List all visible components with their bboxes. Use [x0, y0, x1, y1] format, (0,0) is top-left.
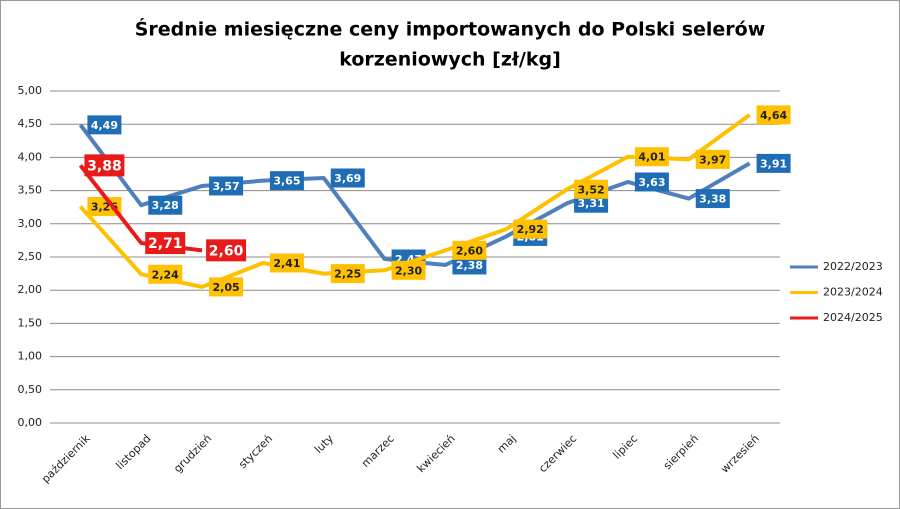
value-label-box	[330, 264, 365, 284]
chart-title: Średnie miesięczne ceny importowanych do…	[135, 17, 766, 41]
value-label-box	[209, 277, 244, 297]
y-tick-label: 5,00	[18, 84, 43, 97]
value-label: 3,69	[334, 172, 361, 185]
legend-label: 2023/2024	[823, 286, 883, 299]
value-label-box	[695, 149, 730, 169]
value-label-box	[513, 219, 548, 239]
value-label-box	[87, 115, 122, 135]
value-label-box	[634, 172, 669, 192]
legend-label: 2022/2023	[823, 260, 883, 273]
value-label-box	[756, 105, 791, 125]
value-label: 3,97	[699, 153, 726, 166]
value-label: 2,71	[148, 236, 183, 252]
y-tick-label: 1,50	[18, 316, 43, 329]
value-label: 3,63	[638, 176, 665, 189]
value-label-box	[209, 176, 244, 196]
value-label: 2,60	[209, 243, 244, 259]
value-label: 3,91	[760, 157, 787, 170]
value-label-box	[574, 179, 609, 199]
value-label-box	[330, 168, 365, 188]
value-label: 2,38	[456, 259, 483, 272]
value-label-box	[148, 195, 183, 215]
value-label: 2,30	[395, 264, 422, 277]
value-label: 2,41	[273, 257, 300, 270]
value-label: 4,49	[91, 119, 118, 132]
value-label: 3,88	[87, 158, 122, 174]
value-label-box	[269, 171, 304, 191]
value-label-box	[391, 260, 426, 280]
value-label-box	[87, 197, 122, 217]
value-label: 2,24	[152, 268, 179, 281]
value-label-box	[148, 264, 183, 284]
value-label: 3,31	[578, 197, 605, 210]
value-label: 3,38	[699, 193, 726, 206]
value-label-box	[756, 153, 791, 173]
y-tick-label: 0,50	[18, 383, 43, 396]
y-tick-label: 4,00	[18, 150, 43, 163]
value-label: 3,57	[213, 180, 240, 193]
value-label-box	[452, 255, 487, 275]
value-label: 4,64	[760, 109, 787, 122]
value-label-box	[634, 147, 669, 167]
y-tick-label: 2,00	[18, 283, 43, 296]
value-label: 3,65	[273, 175, 300, 188]
value-label: 2,92	[517, 223, 544, 236]
value-label: 2,25	[334, 268, 361, 281]
value-label-box	[695, 189, 730, 209]
chart-title: korzeniowych [zł/kg]	[339, 49, 561, 71]
y-tick-label: 3,50	[18, 184, 43, 197]
value-label: 2,60	[456, 244, 483, 257]
value-label: 3,28	[152, 199, 179, 212]
value-label: 4,01	[638, 151, 665, 164]
legend-label: 2024/2025	[823, 311, 883, 324]
value-label: 2,05	[213, 281, 240, 294]
value-label-box	[452, 240, 487, 260]
value-label-box	[84, 154, 125, 177]
y-tick-label: 4,50	[18, 117, 43, 130]
y-tick-label: 3,00	[18, 217, 43, 230]
y-tick-label: 1,00	[18, 350, 43, 363]
value-label-box	[206, 239, 247, 262]
value-label: 3,52	[578, 183, 605, 196]
y-tick-label: 2,50	[18, 250, 43, 263]
y-tick-label: 0,00	[18, 416, 43, 429]
value-label-box	[269, 253, 304, 273]
value-label-box	[145, 232, 186, 255]
